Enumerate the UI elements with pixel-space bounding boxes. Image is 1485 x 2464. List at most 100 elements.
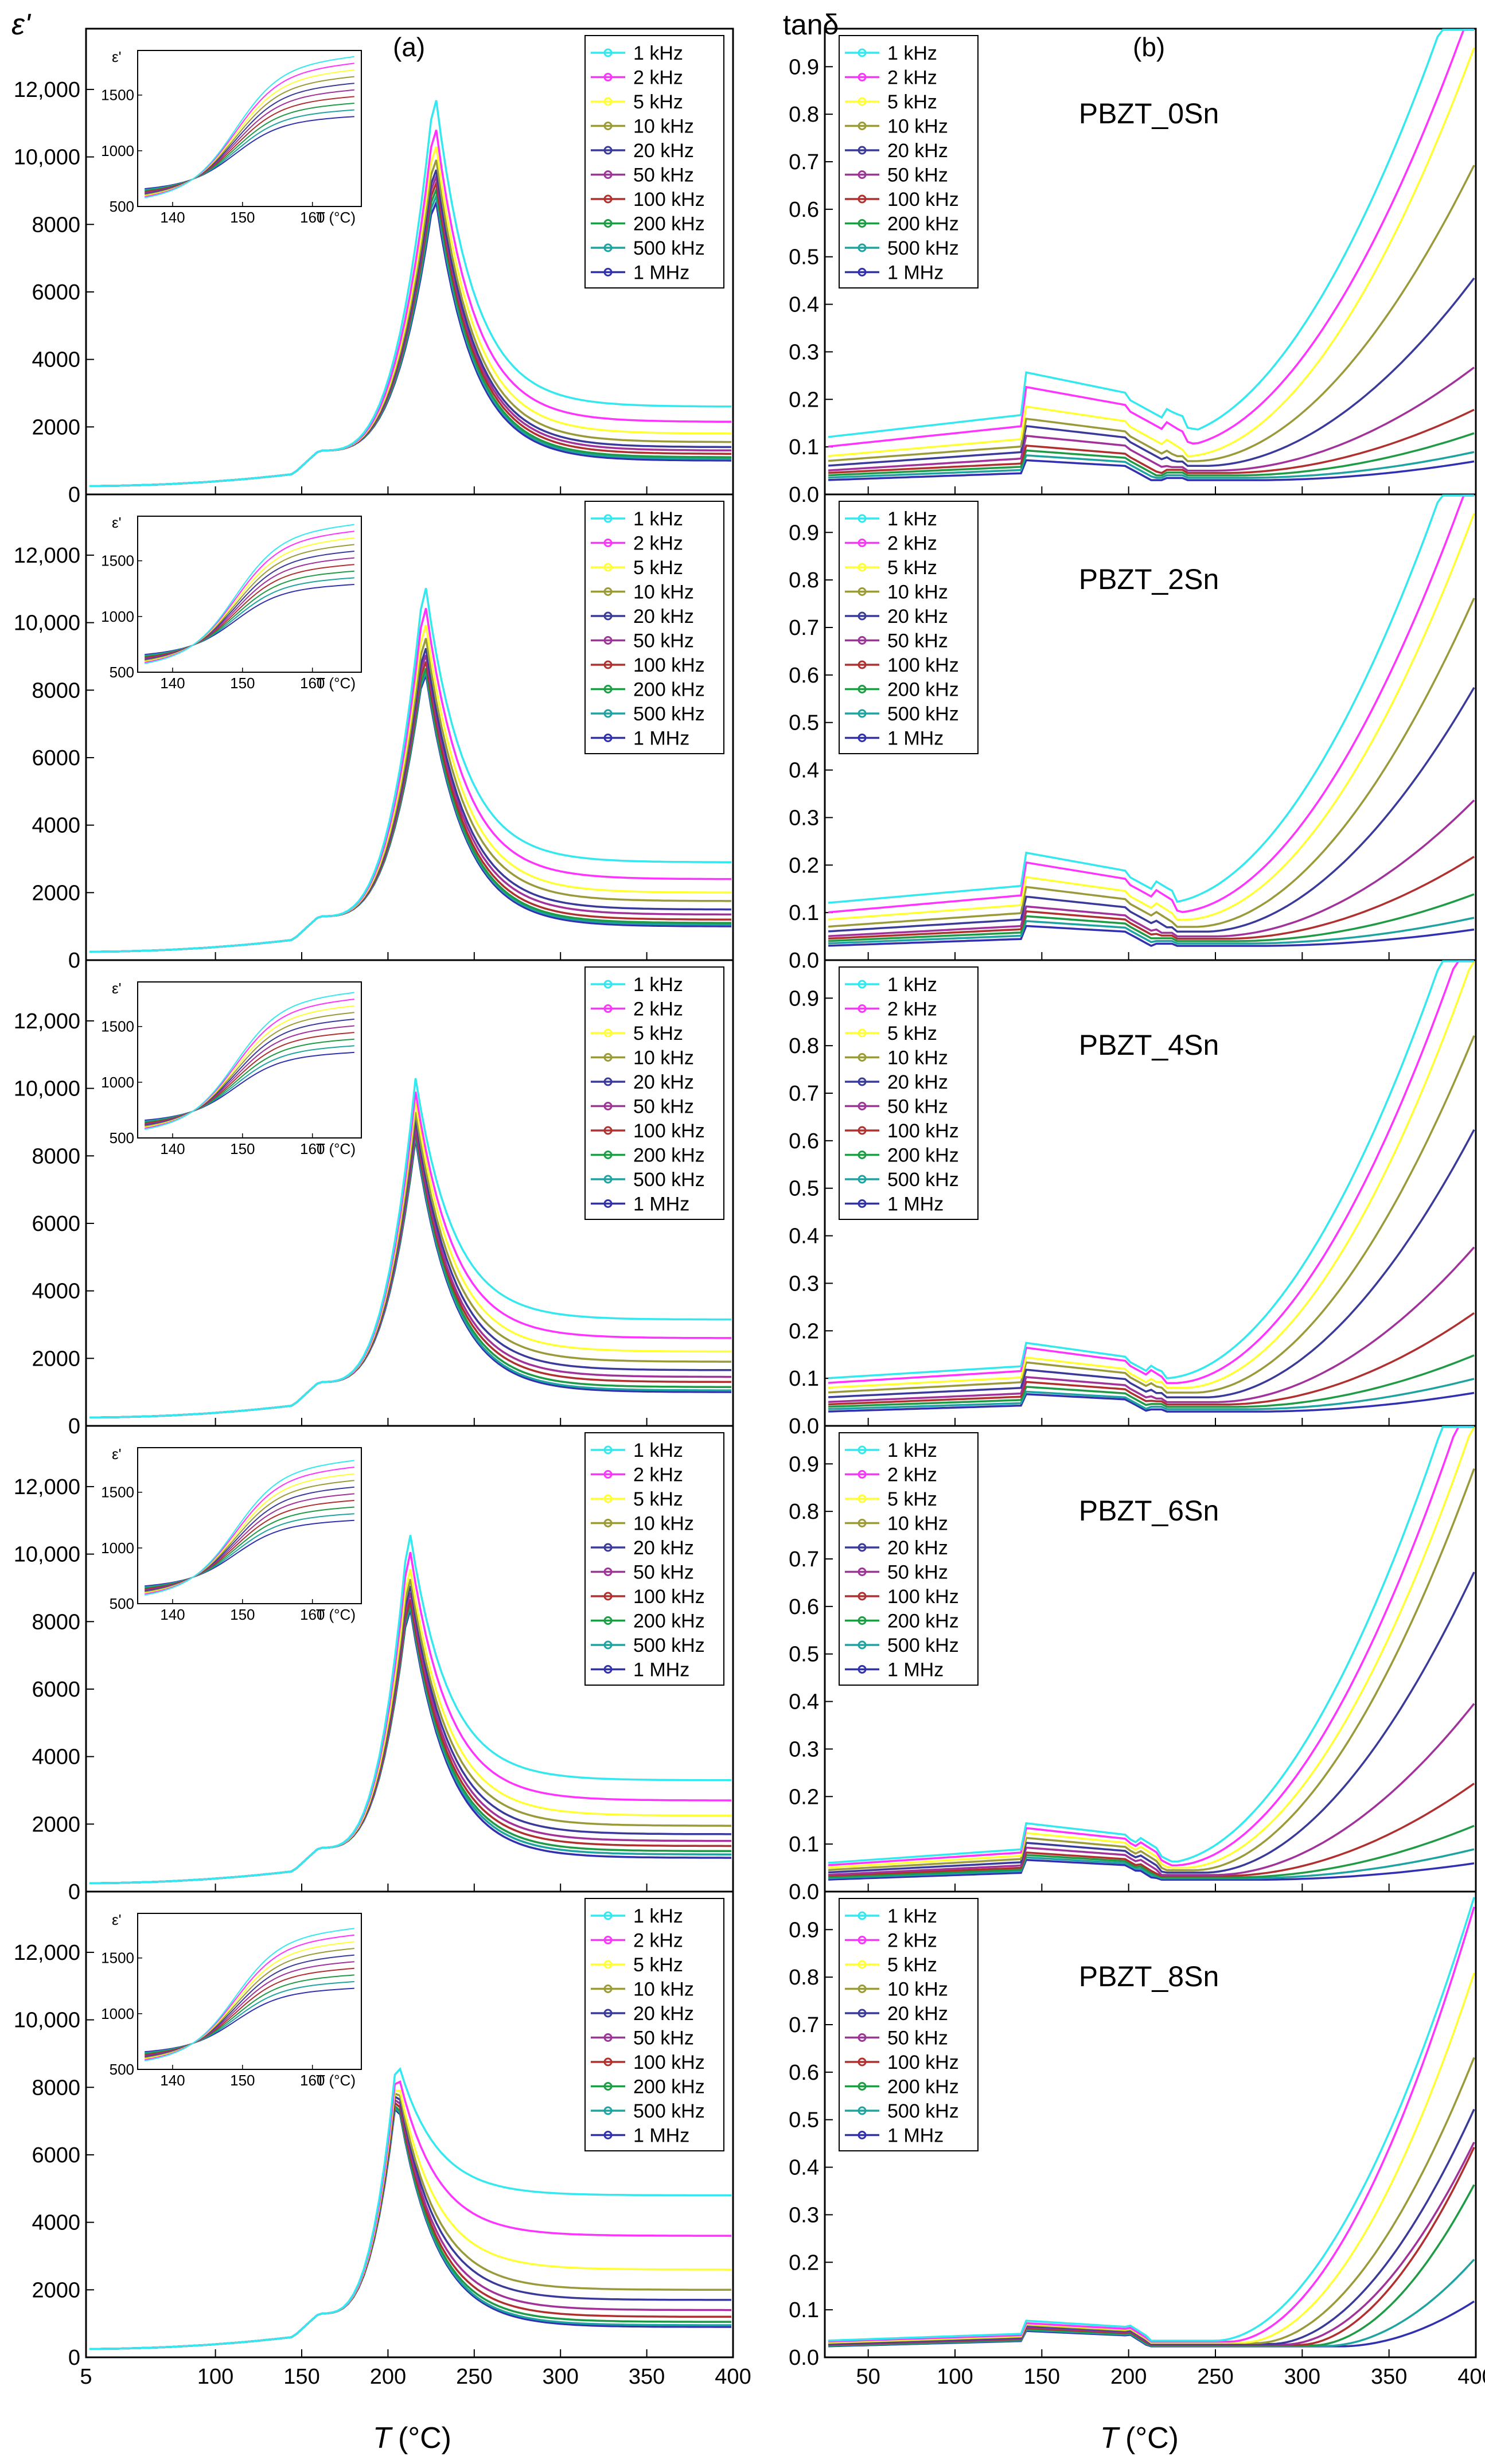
legend-marker xyxy=(858,1004,867,1013)
figure-labels: (a) (b) ε' tanδ T (°C) T (°C) xyxy=(11,8,1179,2455)
y-tick-label: 0.7 xyxy=(789,1082,819,1106)
legend-entry: 1 MHz xyxy=(887,2125,944,2147)
legend-entry: 20 kHz xyxy=(633,1537,694,1559)
y-tick-label: 0.5 xyxy=(789,2108,819,2132)
legend-entry: 1 kHz xyxy=(633,1440,683,1461)
legend-marker xyxy=(603,1077,613,1086)
inset-x-tick-label: 160 xyxy=(300,675,325,692)
y-tick-label: 0.2 xyxy=(789,1319,819,1343)
y-tick-label: 0 xyxy=(68,2346,80,2370)
legend-entry: 200 kHz xyxy=(887,2076,959,2098)
inset-y-tick-label: 1000 xyxy=(101,1074,134,1091)
inset-x-label: T (°C) xyxy=(316,2072,356,2089)
legend-entry: 500 kHz xyxy=(887,237,959,259)
y-tick-label: 0.6 xyxy=(789,1129,819,1153)
y-tick-label: 10,000 xyxy=(14,146,80,170)
legend-entry: 100 kHz xyxy=(633,189,705,210)
legend-entry: 50 kHz xyxy=(887,165,948,186)
legend-entry: 5 kHz xyxy=(887,557,937,579)
legend-entry: 10 kHz xyxy=(633,1047,694,1069)
y-tick-label: 0.6 xyxy=(789,1595,819,1619)
legend-entry: 50 kHz xyxy=(887,2028,948,2049)
legend-entry: 1 MHz xyxy=(887,1194,944,1215)
series-line-1-khz xyxy=(828,1426,1474,1864)
y-tick-label: 0 xyxy=(68,1880,80,1904)
legend-entry: 2 kHz xyxy=(887,533,937,555)
legend-entry: 5 kHz xyxy=(887,1954,937,1976)
series-line-200-khz xyxy=(828,893,1475,942)
y-tick-label: 0.2 xyxy=(789,1785,819,1809)
legend-entry: 1 kHz xyxy=(887,1440,937,1461)
legend-marker xyxy=(858,48,867,57)
x-tick-label: 300 xyxy=(1284,2365,1320,2389)
y-tick-label: 2000 xyxy=(32,1812,80,1837)
legend-entry: 2 kHz xyxy=(887,999,937,1020)
legend-entry: 500 kHz xyxy=(633,1169,705,1191)
series-line-20-khz xyxy=(828,1572,1475,1874)
y-tick-label: 0.3 xyxy=(789,1737,819,1761)
legend-entry: 1 kHz xyxy=(633,508,683,530)
legend-marker xyxy=(858,1028,867,1038)
legend-marker xyxy=(603,146,613,155)
y-tick-label: 0.2 xyxy=(789,2251,819,2275)
y-tick-label: 0.3 xyxy=(789,340,819,364)
y-tick-label: 0.4 xyxy=(789,759,819,783)
legend-entry: 20 kHz xyxy=(887,1537,948,1559)
series-line-5-khz xyxy=(828,1426,1475,1869)
legend-entry: 100 kHz xyxy=(887,1586,959,1608)
x-tick-label: 100 xyxy=(197,2365,233,2389)
x-tick-label: 5 xyxy=(80,2365,92,2389)
tan-panel-2: 0.0 0.1 0.2 0.3 0.4 0.5 0.6 0.7 0.8 0.9 1 kHz 2 kHz… xyxy=(789,493,1477,973)
inset-x-label: T (°C) xyxy=(316,1606,356,1623)
legend-entry: 50 kHz xyxy=(633,165,694,186)
legend-entry: 2 kHz xyxy=(887,67,937,89)
series-line-50-khz xyxy=(828,1246,1475,1403)
y-tick-label: 4000 xyxy=(32,2211,80,2235)
legend-marker xyxy=(603,514,613,523)
legend-marker xyxy=(858,97,867,106)
sample-label: PBZT_2Sn xyxy=(1079,563,1219,595)
inset-series-line xyxy=(145,1460,354,1596)
y-tick-label: 0.8 xyxy=(789,568,819,592)
legend-marker xyxy=(858,1640,867,1650)
sample-label: PBZT_0Sn xyxy=(1079,98,1219,130)
inset-x-tick-label: 150 xyxy=(230,2072,255,2089)
inset: 500 1000 1500 140 150 160 ε' T (°C) xyxy=(101,980,362,1157)
legend-entry: 1 MHz xyxy=(887,262,944,284)
legend-marker xyxy=(858,146,867,155)
inset-series-line xyxy=(145,1928,354,2061)
inset-y-tick-label: 500 xyxy=(110,2061,134,2078)
sample-label: PBZT_8Sn xyxy=(1079,1960,1219,1993)
x-tick-label: 400 xyxy=(1457,2365,1485,2389)
legend-entry: 2 kHz xyxy=(887,1464,937,1486)
inset-x-label: T (°C) xyxy=(316,209,356,226)
legend-entry: 500 kHz xyxy=(887,2100,959,2122)
legend-entry: 1 kHz xyxy=(633,974,683,996)
series-line-50-khz xyxy=(828,800,1475,938)
legend-marker xyxy=(603,2057,613,2067)
y-tick-label: 0 xyxy=(68,1414,80,1438)
legend-marker xyxy=(858,1102,867,1110)
y-tick-label: 6000 xyxy=(32,280,80,305)
legend-marker xyxy=(858,2131,867,2139)
legend-marker xyxy=(858,73,867,81)
inset-y-tick-label: 1500 xyxy=(101,87,134,104)
legend-marker xyxy=(603,539,613,547)
y-tick-label: 0.9 xyxy=(789,1452,819,1476)
legend-marker xyxy=(603,563,613,572)
legend-marker xyxy=(603,170,613,179)
legend-marker xyxy=(858,170,867,179)
y-tick-label: 0.3 xyxy=(789,2203,819,2227)
series-line-2-khz xyxy=(828,1426,1474,1867)
legend-entry: 2 kHz xyxy=(633,999,683,1020)
legend-marker xyxy=(603,97,613,106)
y-tick-label: 6000 xyxy=(32,1678,80,1702)
y-tick-label: 0.4 xyxy=(789,2156,819,2180)
y-tick-label: 0.8 xyxy=(789,1966,819,1990)
legend-marker xyxy=(603,1445,613,1455)
